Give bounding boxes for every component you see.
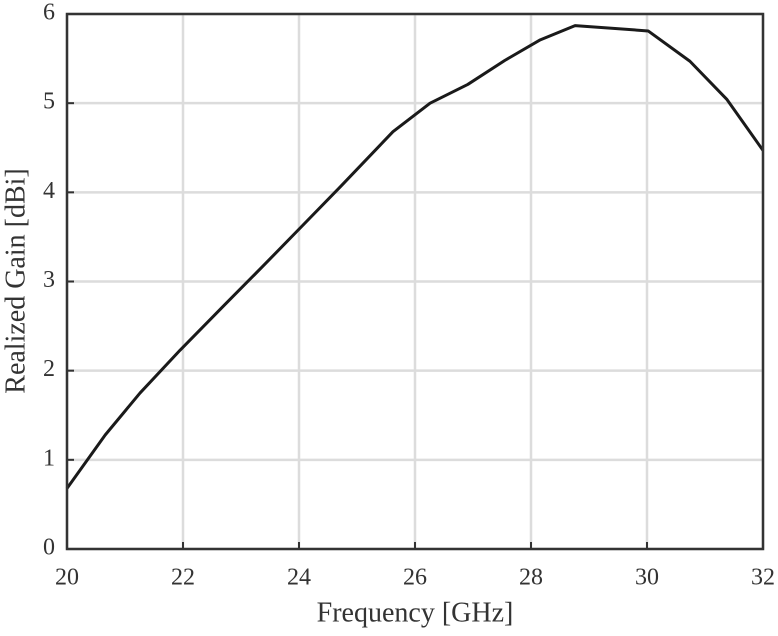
x-tick-label: 26	[403, 565, 427, 591]
plot	[65, 24, 765, 490]
y-tick-label: 5	[43, 89, 55, 115]
y-tick-label: 1	[43, 445, 55, 471]
x-tick-label: 30	[635, 565, 659, 591]
y-tick-label: 4	[43, 178, 55, 204]
grid	[65, 12, 765, 551]
y-tick-label: 3	[43, 267, 55, 293]
y-axis-label: Realized Gain [dBi]	[0, 168, 31, 393]
x-tick-label: 20	[55, 565, 79, 591]
x-tick-label: 22	[171, 565, 195, 591]
x-tick-label: 32	[751, 565, 775, 591]
y-tick-label: 2	[43, 356, 55, 382]
y-tick-label: 0	[43, 535, 55, 561]
x-tick-label: 24	[287, 565, 311, 591]
x-tick-label: 28	[519, 565, 543, 591]
y-tick-label: 6	[43, 0, 55, 26]
x-axis-label: Frequency [GHz]	[317, 597, 514, 628]
data-line	[65, 24, 765, 490]
